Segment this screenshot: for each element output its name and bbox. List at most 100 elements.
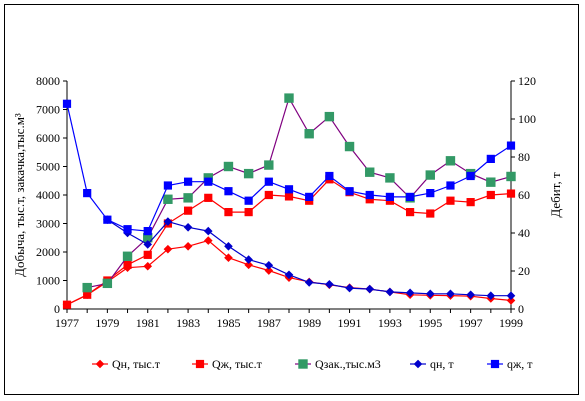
series-line xyxy=(66,103,512,232)
data-point xyxy=(345,283,354,293)
y-left-tick-label: 6000 xyxy=(36,131,60,145)
data-point xyxy=(425,289,435,299)
data-point xyxy=(385,287,395,297)
data-point xyxy=(486,190,495,200)
data-point xyxy=(385,173,395,183)
data-point xyxy=(344,141,355,152)
y-left-axis-title: Добыча, тыс.т, закачка,тыс.м³ xyxy=(12,113,27,277)
y-left-tick-label: 7000 xyxy=(36,103,60,117)
y-left-tick-label: 3000 xyxy=(36,217,60,231)
data-point xyxy=(425,170,435,180)
x-tick-label: 1985 xyxy=(216,316,240,330)
data-point xyxy=(506,171,516,182)
y-right-tick-label: 0 xyxy=(518,302,524,316)
data-point xyxy=(365,190,374,200)
data-point xyxy=(385,192,395,202)
data-point xyxy=(163,244,173,254)
data-point xyxy=(405,192,415,202)
legend-label: Qж, тыс.т xyxy=(212,357,263,371)
data-point xyxy=(506,189,516,198)
legend-label: Qзак.,тыс.м3 xyxy=(315,357,381,371)
x-tick-label: 1979 xyxy=(95,316,119,330)
data-point xyxy=(325,171,334,181)
data-point xyxy=(446,196,455,205)
y-right-tick-label: 40 xyxy=(518,226,530,240)
data-point xyxy=(446,181,455,190)
y-right-tick-label: 120 xyxy=(518,74,536,88)
x-tick-label: 1997 xyxy=(459,316,483,330)
data-point xyxy=(204,177,213,186)
data-point xyxy=(264,260,274,270)
data-point xyxy=(183,222,193,232)
data-point xyxy=(224,253,233,263)
legend-label: Qн, тыс.т xyxy=(112,357,161,371)
series-2 xyxy=(87,96,512,289)
data-point xyxy=(486,177,496,187)
data-point xyxy=(203,236,213,245)
x-tick-label: 1983 xyxy=(176,316,200,330)
data-point xyxy=(405,208,415,217)
y-left-tick-label: 1000 xyxy=(36,274,60,288)
data-point xyxy=(224,187,233,196)
data-point xyxy=(83,189,92,198)
y-right-tick-label: 60 xyxy=(518,188,530,202)
x-tick-label: 1977 xyxy=(55,316,79,330)
data-point xyxy=(365,167,375,177)
data-point xyxy=(284,93,294,103)
data-point xyxy=(203,226,213,236)
legend-marker xyxy=(298,359,308,369)
x-tick-label: 1993 xyxy=(378,316,402,330)
data-point xyxy=(506,296,516,305)
y-right-tick-label: 20 xyxy=(518,264,530,278)
data-point xyxy=(224,241,233,251)
data-point xyxy=(122,251,133,261)
y-left-tick-label: 2000 xyxy=(36,245,60,259)
data-point xyxy=(183,193,193,203)
data-point xyxy=(284,192,294,201)
data-point xyxy=(143,227,152,236)
data-point xyxy=(123,260,132,269)
y-right-tick-label: 100 xyxy=(518,112,536,126)
data-point xyxy=(163,181,173,190)
legend-marker xyxy=(95,359,105,369)
data-point xyxy=(244,208,253,217)
data-point xyxy=(304,129,314,139)
data-point xyxy=(466,198,475,207)
data-point xyxy=(445,156,456,166)
x-tick-label: 1981 xyxy=(136,316,160,330)
legend-marker xyxy=(413,359,423,369)
y-left-tick-label: 4000 xyxy=(36,188,60,202)
data-point xyxy=(264,177,273,186)
data-point xyxy=(486,154,495,164)
y-right-tick-label: 80 xyxy=(518,150,530,164)
data-point xyxy=(224,208,233,217)
data-point xyxy=(143,261,153,271)
data-point xyxy=(506,141,516,150)
legend-label: qж, т xyxy=(507,357,533,371)
data-point xyxy=(62,300,72,309)
data-point xyxy=(163,217,173,226)
data-point xyxy=(466,171,475,181)
series-4 xyxy=(66,103,512,232)
data-point xyxy=(103,215,112,224)
data-point xyxy=(284,270,294,280)
y-left-tick-label: 8000 xyxy=(36,74,60,88)
data-point xyxy=(284,185,294,194)
legend-marker xyxy=(490,359,500,369)
data-point xyxy=(244,196,253,205)
data-point xyxy=(183,241,193,251)
data-point xyxy=(486,291,496,301)
data-point xyxy=(143,240,153,249)
x-tick-label: 1995 xyxy=(418,316,442,330)
y-left-tick-label: 5000 xyxy=(36,160,60,174)
data-point xyxy=(244,255,253,264)
x-tick-label: 1989 xyxy=(297,316,321,330)
data-point xyxy=(163,194,173,204)
data-point xyxy=(426,209,435,218)
data-point xyxy=(123,225,132,234)
data-point xyxy=(264,190,273,200)
legend-label: qн, т xyxy=(430,357,454,371)
legend-marker xyxy=(195,359,205,369)
x-tick-label: 1999 xyxy=(499,316,523,330)
